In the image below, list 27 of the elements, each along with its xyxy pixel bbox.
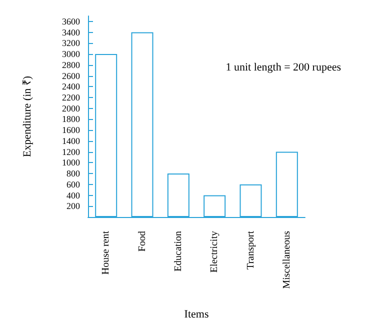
x-tick-label: Miscellaneous: [281, 230, 292, 289]
y-tick-label: 200: [66, 201, 80, 212]
y-tick-label: 1000: [62, 158, 80, 168]
y-tick-label: 3000: [62, 49, 80, 60]
y-tick-label: 800: [66, 168, 80, 179]
annotation: 1 unit length = 200 rupees: [226, 62, 342, 74]
y-tick-label: 400: [66, 190, 80, 200]
y-tick-label: 3600: [62, 16, 80, 26]
y-tick-label: 2800: [62, 60, 80, 70]
y-axis-title: Expenditure (in ₹): [22, 76, 34, 158]
y-tick-label: 1600: [62, 125, 80, 136]
x-tick-label: Electricity: [209, 231, 220, 273]
y-tick-label: 2200: [62, 92, 80, 102]
y-tick-label: 2000: [62, 103, 80, 114]
y-tick-label: 3400: [62, 27, 80, 38]
x-tick-label: Education: [172, 231, 184, 272]
x-tick-label: Transport: [245, 230, 256, 270]
y-tick-label: 3200: [62, 38, 80, 48]
x-axis-title: Items: [184, 308, 209, 320]
y-tick-label: 1400: [62, 136, 80, 146]
y-tick-label: 1800: [62, 114, 80, 124]
y-tick-label: 2400: [62, 82, 80, 92]
y-tick-label: 600: [66, 179, 80, 190]
y-tick-label: 2600: [62, 70, 80, 81]
x-tick-label: Food: [136, 231, 148, 252]
x-tick-label: House rent: [100, 230, 112, 275]
y-tick-label: 1200: [62, 146, 80, 157]
